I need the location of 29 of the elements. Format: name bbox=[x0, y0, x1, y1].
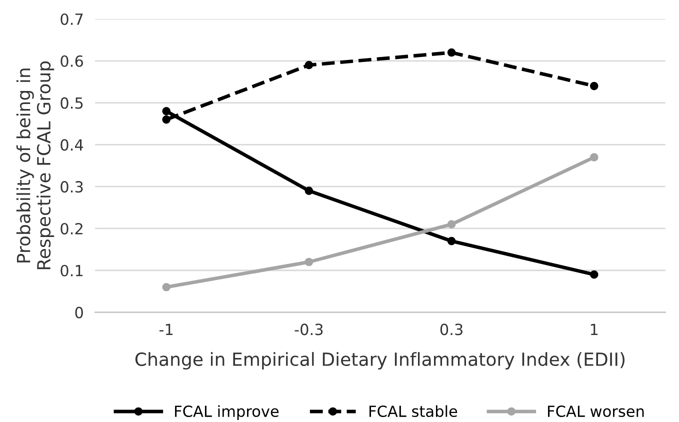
point bbox=[590, 153, 598, 162]
point bbox=[590, 82, 598, 90]
legend-label: FCAL worsen bbox=[548, 405, 644, 418]
y-tick-label: 0.2 bbox=[60, 222, 82, 235]
point bbox=[590, 270, 598, 279]
point bbox=[447, 220, 456, 228]
x-tick-label: -0.3 bbox=[294, 324, 323, 336]
point bbox=[304, 60, 314, 70]
x-axis-title: Change in Empirical Dietary Inflammatory Index (EDII) bbox=[135, 352, 625, 370]
point bbox=[304, 258, 314, 266]
x-tick-label: -1 bbox=[159, 324, 173, 335]
point bbox=[162, 115, 171, 124]
y-tick-label: 0.5 bbox=[60, 97, 83, 109]
point bbox=[447, 48, 456, 57]
point bbox=[162, 107, 171, 116]
point bbox=[447, 236, 456, 246]
y-tick-label: 0 bbox=[75, 306, 83, 318]
point bbox=[162, 282, 171, 292]
y-tick-label: 0.7 bbox=[60, 13, 83, 26]
legend-label: FCAL stable bbox=[369, 405, 458, 418]
y-tick-label: 0.6 bbox=[60, 55, 83, 67]
point bbox=[304, 186, 314, 195]
y-tick-label: 0.3 bbox=[60, 181, 83, 193]
x-tick-label: 1 bbox=[590, 324, 598, 335]
y-tick-label: 0.4 bbox=[60, 139, 84, 151]
x-tick-label: 0.3 bbox=[440, 324, 462, 336]
y-axis-title: Probability of being in Respective FCAL Group bbox=[16, 61, 54, 270]
y-tick-label: 0.1 bbox=[60, 264, 83, 276]
legend-label: FCAL improve bbox=[175, 405, 279, 420]
